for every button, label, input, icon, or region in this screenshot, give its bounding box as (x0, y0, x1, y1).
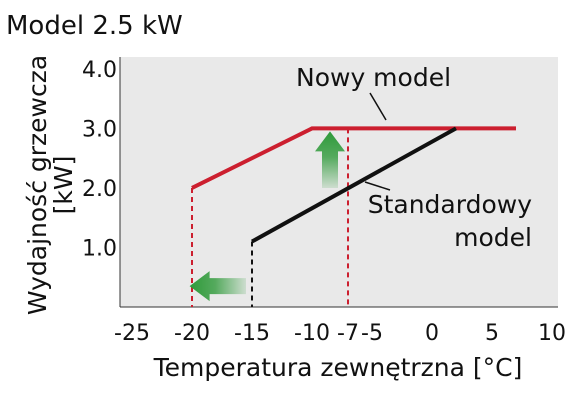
series-annotation-standardowy-model: Standardowy (368, 190, 532, 219)
series-annotations: Nowy model Standardowy model (296, 63, 532, 252)
y-tick-label: 1.0 (82, 236, 117, 261)
x-tick-label: 0 (425, 321, 439, 346)
y-tick-labels: 1.0 2.0 3.0 4.0 (82, 58, 117, 262)
y-tick-label: 4.0 (82, 58, 117, 83)
series-lines (191, 126, 516, 244)
x-tick-label: 5 (485, 321, 499, 346)
x-axis-label: Temperatura zewnętrzna [°C] (153, 353, 523, 382)
x-tick-labels: -25 -20 -15 -10 -7 -5 0 5 10 (114, 321, 566, 346)
y-axis-label-line2: [kW] (49, 156, 78, 215)
arrow-up-icon (315, 131, 345, 188)
annotation-leader-line (369, 92, 387, 121)
arrow-left-icon (189, 271, 246, 302)
y-axis-label-line1: Wydajność grzewcza (23, 55, 52, 315)
annotation-leader-line (364, 181, 391, 191)
chart-title: Model 2.5 kW (6, 11, 183, 41)
series-line-nowy-model (191, 126, 516, 190)
y-tick-label: 2.0 (82, 177, 117, 202)
series-annotation-standardowy-model: model (454, 223, 532, 252)
x-tick-label: -20 (174, 321, 210, 346)
x-tick-label: -7 (337, 321, 359, 346)
plot-area (120, 57, 558, 307)
series-annotation-nowy-model: Nowy model (296, 63, 451, 92)
x-tick-label: -10 (294, 321, 330, 346)
x-tick-label: -5 (361, 321, 383, 346)
x-tick-label: -15 (234, 321, 270, 346)
x-tick-label: 10 (538, 321, 566, 346)
y-tick-label: 3.0 (82, 117, 117, 142)
series-line-standardowy-model (251, 126, 457, 244)
improvement-arrows (189, 131, 345, 302)
x-tick-label: -25 (114, 321, 150, 346)
